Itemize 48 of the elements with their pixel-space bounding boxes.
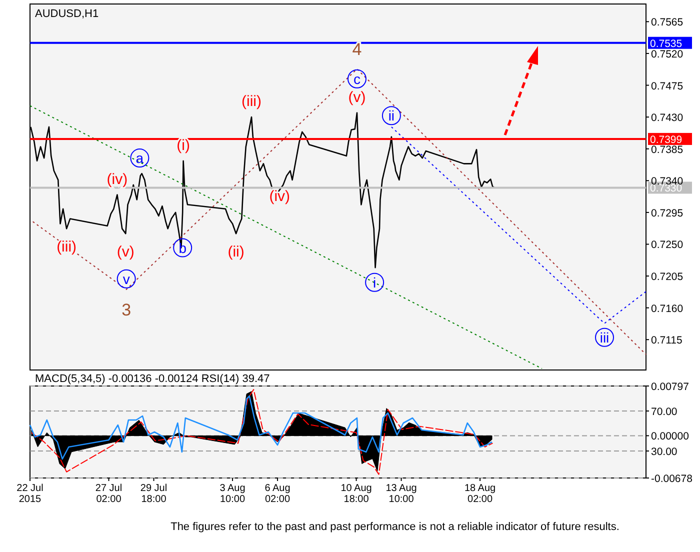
annotation: (v) <box>116 244 134 261</box>
chart-title: MACD(5,34,5) -0.00136 -0.00124 RSI(14) 39.47 <box>35 373 270 385</box>
y-tick-label: 0.7295 <box>651 207 684 220</box>
annotation: (iv) <box>269 188 290 205</box>
y-tick-label: 0.7520 <box>651 48 684 60</box>
y-tick-label: 0.7115 <box>651 334 682 347</box>
y-tick-label: 0.7160 <box>651 302 684 315</box>
annotation: iii <box>600 329 610 346</box>
y-tick-label: -0.00678 <box>651 473 693 485</box>
y-tick-label: 0.7565 <box>651 16 684 29</box>
ref-line-label: 0.7399 <box>650 134 682 146</box>
annotation: c <box>353 70 360 87</box>
annotation: 3 <box>122 300 132 320</box>
x-tick-label: 3 Aug 10:00 <box>220 483 246 505</box>
annotation: a <box>136 150 144 166</box>
y2-tick-label: 70.00 <box>651 406 678 418</box>
annotation: (iv) <box>106 170 128 188</box>
ref-line-label: 0.7330 <box>650 182 682 195</box>
text: The figures refer to the past and past performance is not a reliable indicator of future results. <box>170 521 620 533</box>
x-tick-label: 13 Aug 10:00 <box>386 483 417 505</box>
y-tick-label: 0.7250 <box>651 239 684 252</box>
x-tick-label: 18 Aug 02:00 <box>464 483 496 505</box>
y-tick-label: 0.00000 <box>651 430 690 443</box>
annotation: (v) <box>348 88 366 106</box>
annotation: (iii) <box>56 238 77 256</box>
line-series <box>29 395 493 460</box>
annotation: (iii) <box>242 93 262 110</box>
annotation: 4 <box>352 40 362 60</box>
x-tick-label: 22 Jul 2015 <box>16 483 44 505</box>
y-tick-label: 0.7385 <box>651 144 684 156</box>
x-tick-label: 6 Aug 02:00 <box>264 483 290 505</box>
x-tick-label: 10 Aug 18:00 <box>340 483 372 505</box>
ref-line-label: 0.7535 <box>650 38 682 50</box>
line-series <box>32 68 646 355</box>
y2-tick-label: 30.00 <box>651 446 678 458</box>
y-tick-label: 0.7475 <box>651 80 684 92</box>
annotation: v <box>122 270 130 287</box>
y-tick-label: 0.7430 <box>651 112 684 124</box>
chart-title: AUDUSD,H1 <box>35 8 99 20</box>
annotation: (ii) <box>228 244 244 261</box>
annotation: (i) <box>176 136 190 154</box>
x-tick-label: 27 Jul 02:00 <box>95 483 122 505</box>
annotation: b <box>178 240 187 256</box>
annotation: i <box>373 274 376 290</box>
y-tick-label: 0.7205 <box>651 271 684 284</box>
annotation: ii <box>388 108 395 124</box>
x-tick-label: 29 Jul 18:00 <box>140 483 168 505</box>
y-tick-label: 0.00797 <box>651 381 690 393</box>
